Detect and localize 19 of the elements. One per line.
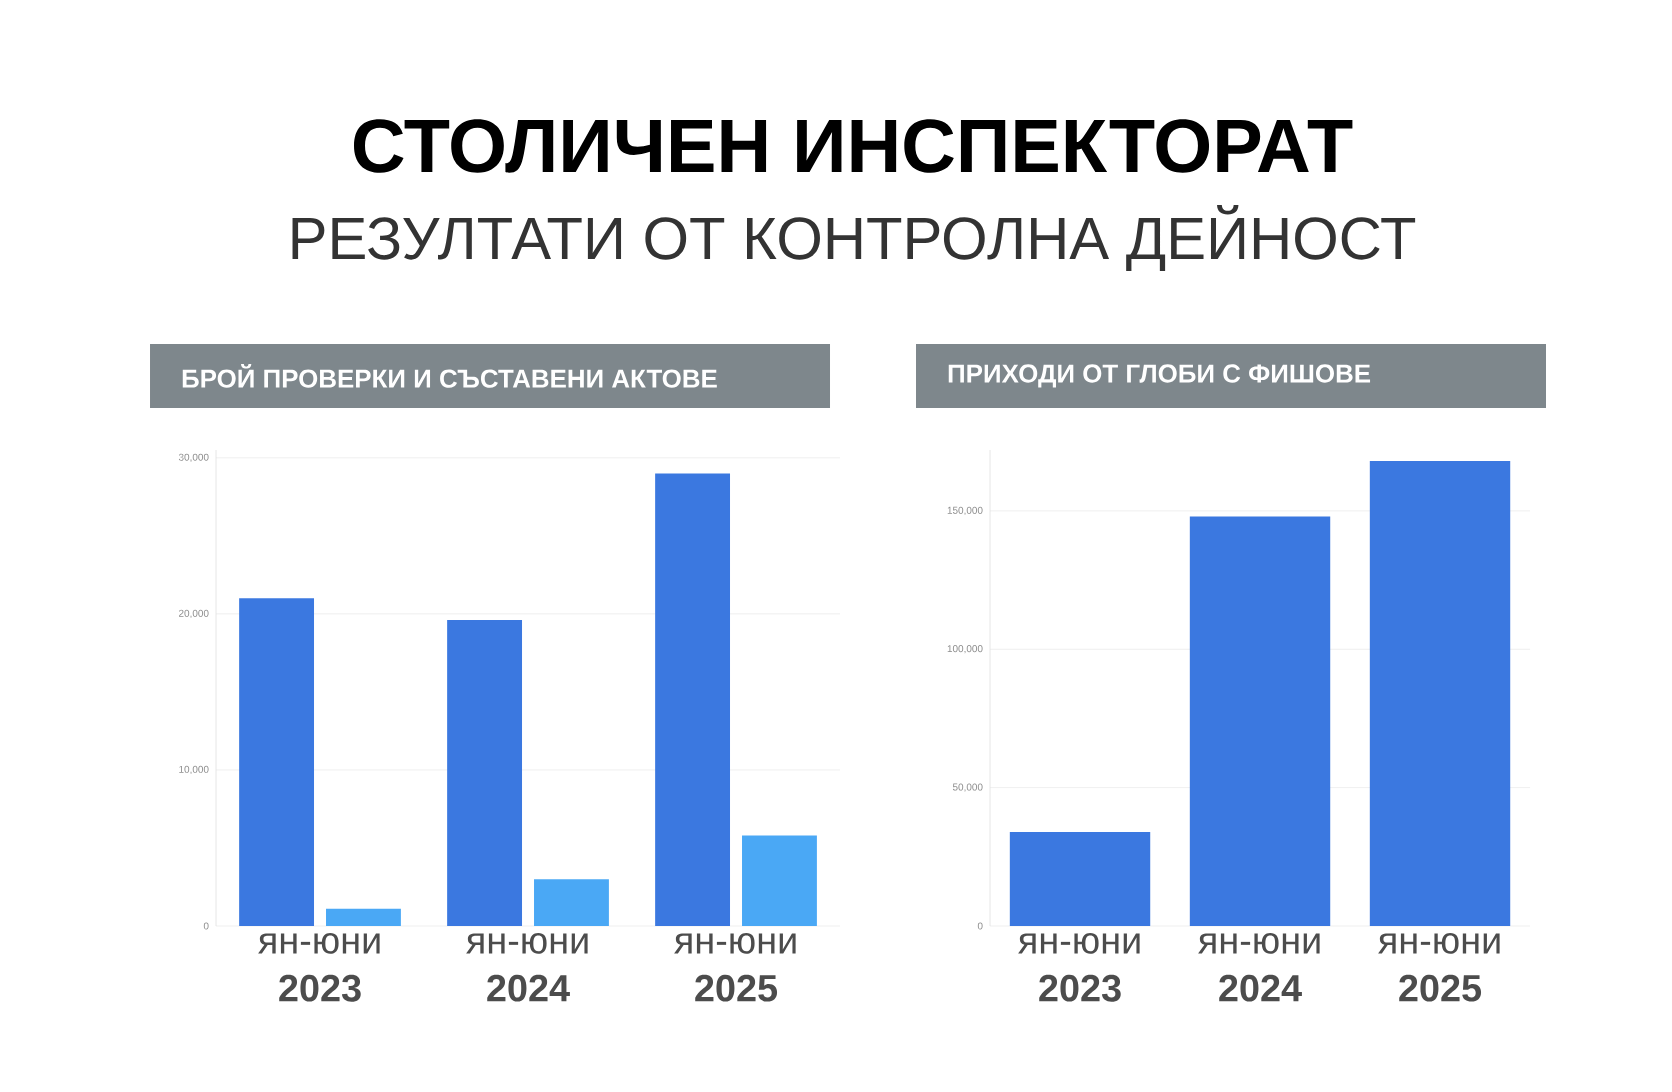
x-tick-label: ян-юни 2023 — [258, 933, 380, 1002]
text: РЕЗУЛТАТИ ОТ КОНТРОЛНА ДЕЙНОСТ — [292, 205, 1416, 271]
bar — [447, 620, 523, 926]
text: СТОЛИЧЕН ИНСПЕКТОРАТ — [354, 119, 1353, 173]
x-tick-label: ян-юни 2023 — [1018, 933, 1140, 1002]
bar — [742, 835, 817, 926]
chart-title: БРОЙ ПРОВЕРКИ И СЪСТАВЕНИ АКТОВЕ — [182, 364, 717, 388]
x-tick-label: ян-юни 2024 — [466, 933, 588, 1002]
bar — [534, 879, 609, 926]
bar — [1189, 516, 1331, 926]
bar — [239, 598, 315, 926]
x-tick-label: ян-юни 2024 — [1198, 933, 1320, 1002]
bar — [326, 908, 401, 926]
bar — [1009, 831, 1151, 926]
chart-title: ПРИХОДИ ОТ ГЛОБИ С ФИШОВЕ — [948, 364, 1371, 388]
bar — [1369, 461, 1511, 926]
x-tick-label: ян-юни 2025 — [1378, 933, 1500, 1002]
x-tick-label: ян-юни 2025 — [674, 933, 796, 1002]
bar — [655, 473, 731, 926]
